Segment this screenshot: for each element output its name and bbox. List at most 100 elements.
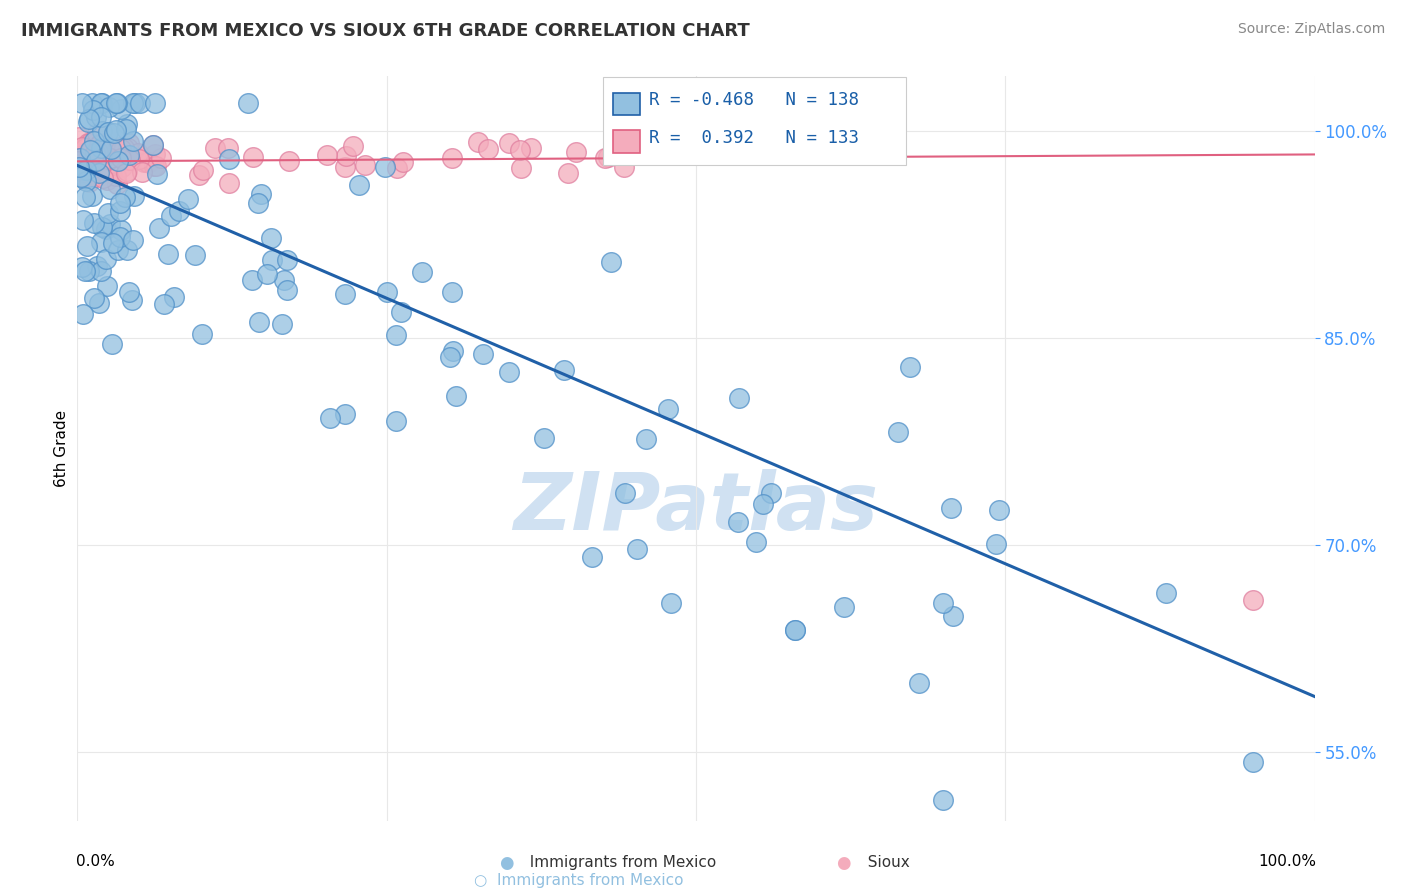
Point xyxy=(658,125,681,139)
Point xyxy=(477,142,499,156)
Point xyxy=(90,148,112,162)
Point xyxy=(67,130,90,145)
Point xyxy=(115,166,138,180)
FancyBboxPatch shape xyxy=(613,93,640,115)
Point xyxy=(79,112,101,126)
Point xyxy=(118,285,141,300)
Point xyxy=(87,143,110,157)
Point xyxy=(127,146,149,161)
Point xyxy=(96,278,118,293)
Point xyxy=(100,164,122,178)
Point xyxy=(70,162,93,177)
Point xyxy=(75,169,97,183)
Text: ○  Immigrants from Mexico: ○ Immigrants from Mexico xyxy=(474,872,683,888)
Point xyxy=(167,204,190,219)
Point xyxy=(83,169,105,184)
Point xyxy=(110,142,132,156)
Point xyxy=(593,151,616,165)
Point xyxy=(100,156,122,170)
Point xyxy=(118,136,141,151)
Point xyxy=(69,151,91,165)
Point xyxy=(70,260,93,275)
Point xyxy=(657,401,679,416)
Point xyxy=(135,155,157,169)
Point xyxy=(664,145,686,160)
Point xyxy=(112,141,135,155)
Point xyxy=(77,150,100,164)
Point xyxy=(156,247,179,261)
Point xyxy=(72,139,94,153)
Point xyxy=(83,167,105,181)
Point xyxy=(91,219,114,234)
Point xyxy=(108,203,131,218)
Point xyxy=(90,111,112,125)
Text: ZIPatlas: ZIPatlas xyxy=(513,469,879,547)
Point xyxy=(83,134,105,148)
Point xyxy=(82,103,104,117)
Point xyxy=(440,285,463,299)
Point xyxy=(728,392,751,406)
Point xyxy=(276,253,298,268)
Point xyxy=(626,541,648,556)
Point xyxy=(108,195,131,210)
Point xyxy=(375,285,398,299)
Point xyxy=(79,143,101,157)
Point xyxy=(84,145,107,160)
Point xyxy=(659,596,682,610)
Point xyxy=(107,155,129,169)
Point xyxy=(121,293,143,308)
Point xyxy=(115,243,138,257)
Point xyxy=(335,161,357,175)
Point xyxy=(564,145,586,160)
Point xyxy=(783,624,806,638)
Text: R =  0.392   N = 133: R = 0.392 N = 133 xyxy=(650,128,859,146)
Point xyxy=(898,359,921,374)
Point xyxy=(932,596,955,610)
Point xyxy=(242,150,264,164)
Point xyxy=(271,317,294,331)
Text: 100.0%: 100.0% xyxy=(1258,855,1316,869)
Point xyxy=(385,161,408,175)
Point xyxy=(100,142,122,156)
Point xyxy=(101,235,124,250)
Point xyxy=(108,230,131,244)
Point xyxy=(149,152,172,166)
Point xyxy=(128,96,150,111)
Point xyxy=(79,159,101,173)
Point xyxy=(75,174,97,188)
Point xyxy=(783,624,806,638)
Point xyxy=(342,139,364,153)
Point xyxy=(94,222,117,236)
Point xyxy=(110,223,132,237)
Point xyxy=(333,287,356,301)
Point xyxy=(89,160,111,174)
Point xyxy=(533,431,555,445)
Point xyxy=(105,123,128,137)
Point xyxy=(349,178,371,192)
Point xyxy=(142,138,165,153)
Point xyxy=(138,155,160,169)
Point xyxy=(277,154,299,169)
Point xyxy=(79,136,101,150)
Point xyxy=(467,135,489,149)
Point xyxy=(105,96,128,111)
Point xyxy=(84,154,107,169)
Point xyxy=(333,407,356,421)
Text: Source: ZipAtlas.com: Source: ZipAtlas.com xyxy=(1237,22,1385,37)
Point xyxy=(94,136,117,150)
Point xyxy=(177,192,200,206)
Point xyxy=(260,231,283,245)
Point xyxy=(79,160,101,174)
Point xyxy=(256,267,278,281)
Point xyxy=(77,115,100,129)
Point xyxy=(73,264,96,278)
Point xyxy=(143,159,166,173)
Point xyxy=(90,141,112,155)
Point xyxy=(385,414,408,428)
Point xyxy=(70,96,93,111)
Point xyxy=(987,502,1010,516)
Point xyxy=(354,158,377,172)
Point xyxy=(89,137,111,152)
Point xyxy=(91,163,114,178)
Point xyxy=(67,153,90,168)
